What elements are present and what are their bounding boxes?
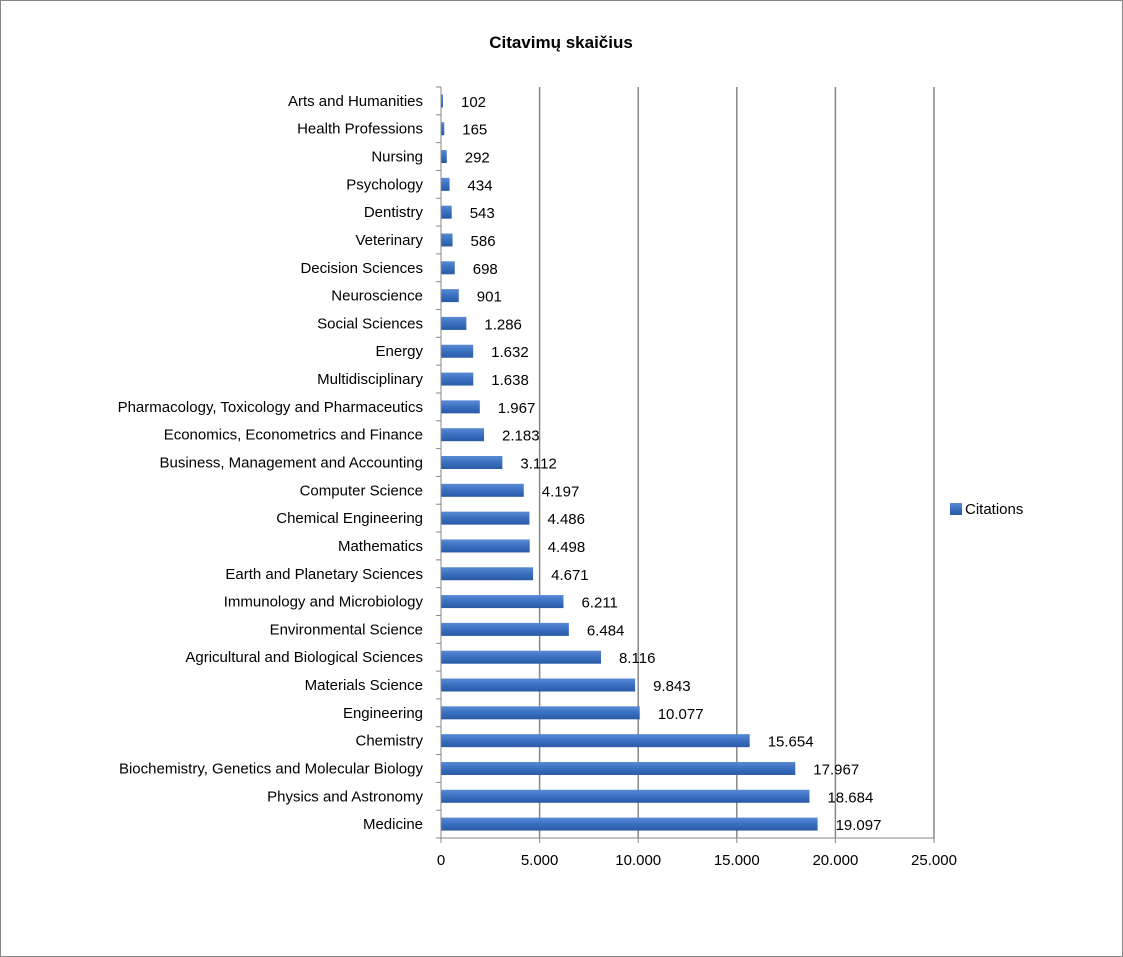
- bar: [441, 233, 453, 247]
- legend-swatch: [950, 503, 962, 515]
- data-label: 4.197: [542, 483, 580, 500]
- category-label: Energy: [375, 343, 423, 360]
- category-label: Engineering: [343, 705, 423, 722]
- category-label: Chemistry: [355, 733, 423, 750]
- axes: [436, 86, 935, 843]
- category-label: Arts and Humanities: [288, 93, 423, 110]
- category-label: Nursing: [371, 149, 423, 166]
- data-label: 901: [477, 289, 502, 306]
- legend-label: Citations: [965, 501, 1023, 518]
- data-label: 9.843: [653, 678, 691, 695]
- data-label: 1.967: [498, 400, 536, 417]
- data-label: 15.654: [768, 734, 814, 751]
- legend: Citations: [950, 501, 1023, 518]
- data-label: 4.671: [551, 567, 589, 584]
- x-tick-label: 15.000: [714, 852, 760, 869]
- category-label: Physics and Astronomy: [267, 788, 423, 805]
- bar: [441, 817, 818, 831]
- data-label: 698: [473, 261, 498, 278]
- bar: [441, 205, 452, 219]
- data-label: 292: [465, 150, 490, 167]
- bar: [441, 539, 530, 553]
- bar: [441, 650, 602, 664]
- bar: [441, 595, 564, 609]
- x-tick-label: 0: [437, 852, 445, 869]
- bar: [441, 177, 450, 191]
- data-label: 6.211: [581, 595, 617, 612]
- category-label: Decision Sciences: [300, 260, 423, 277]
- category-label: Biochemistry, Genetics and Molecular Bio…: [119, 760, 424, 777]
- category-label: Pharmacology, Toxicology and Pharmaceuti…: [118, 399, 423, 416]
- x-tick-label: 25.000: [911, 852, 957, 869]
- bar: [441, 372, 474, 386]
- category-label: Health Professions: [297, 121, 423, 138]
- chart-title: Citavimų skaičius: [489, 33, 633, 52]
- bar: [441, 456, 503, 469]
- bar: [441, 789, 810, 803]
- data-label: 434: [468, 177, 493, 194]
- bar: [441, 567, 534, 581]
- category-label: Mathematics: [338, 538, 423, 555]
- bar: [441, 344, 474, 358]
- data-label: 4.498: [548, 539, 586, 556]
- bar: [441, 511, 530, 525]
- data-label: 543: [470, 205, 495, 222]
- x-tick-label: 10.000: [615, 852, 661, 869]
- bar: [441, 400, 480, 414]
- category-label: Neuroscience: [331, 288, 423, 305]
- bar: [441, 428, 485, 442]
- data-label: 586: [471, 233, 496, 250]
- bar: [441, 678, 636, 692]
- category-label: Psychology: [346, 176, 423, 193]
- data-label: 165: [462, 122, 487, 139]
- bar: [441, 94, 444, 108]
- bar: [441, 483, 524, 497]
- x-tick-label: 20.000: [812, 852, 858, 869]
- data-label: 10.077: [658, 706, 704, 723]
- data-label: 8.116: [619, 650, 655, 667]
- category-label: Earth and Planetary Sciences: [225, 566, 423, 583]
- data-label: 3.112: [520, 456, 556, 473]
- data-label: 1.632: [491, 344, 529, 361]
- x-tick-label: 5.000: [521, 852, 559, 869]
- data-label: 102: [461, 94, 486, 111]
- category-label: Immunology and Microbiology: [224, 594, 424, 611]
- bar: [441, 761, 796, 775]
- category-label: Dentistry: [364, 204, 424, 221]
- category-label: Computer Science: [300, 482, 423, 499]
- category-label: Veterinary: [355, 232, 423, 249]
- bars: [441, 94, 818, 831]
- bar: [441, 150, 447, 164]
- data-label: 6.484: [587, 622, 625, 639]
- category-label: Economics, Econometrics and Finance: [164, 427, 423, 444]
- data-label: 1.286: [484, 316, 522, 333]
- category-label: Multidisciplinary: [317, 371, 423, 388]
- data-label: 1.638: [491, 372, 529, 389]
- bar: [441, 622, 569, 636]
- bar: [441, 734, 750, 748]
- data-label: 4.486: [547, 511, 585, 528]
- data-label: 19.097: [836, 817, 882, 834]
- bar: [441, 289, 459, 303]
- category-label: Business, Management and Accounting: [159, 455, 423, 472]
- category-label: Social Sciences: [317, 315, 423, 332]
- category-label: Environmental Science: [270, 621, 423, 638]
- data-label: 2.183: [502, 428, 540, 445]
- labels: 0 5.000 10.000 15.000 20.000 25.000 Arts and H…: [118, 93, 957, 869]
- bar: [441, 706, 640, 720]
- category-label: Agricultural and Biological Sciences: [185, 649, 423, 666]
- category-label: Chemical Engineering: [276, 510, 423, 527]
- category-label: Materials Science: [305, 677, 423, 694]
- data-label: 18.684: [827, 789, 873, 806]
- bar: [441, 122, 445, 136]
- bar: [441, 316, 467, 330]
- data-label: 17.967: [813, 761, 859, 778]
- bar: [441, 261, 455, 275]
- category-label: Medicine: [363, 816, 423, 833]
